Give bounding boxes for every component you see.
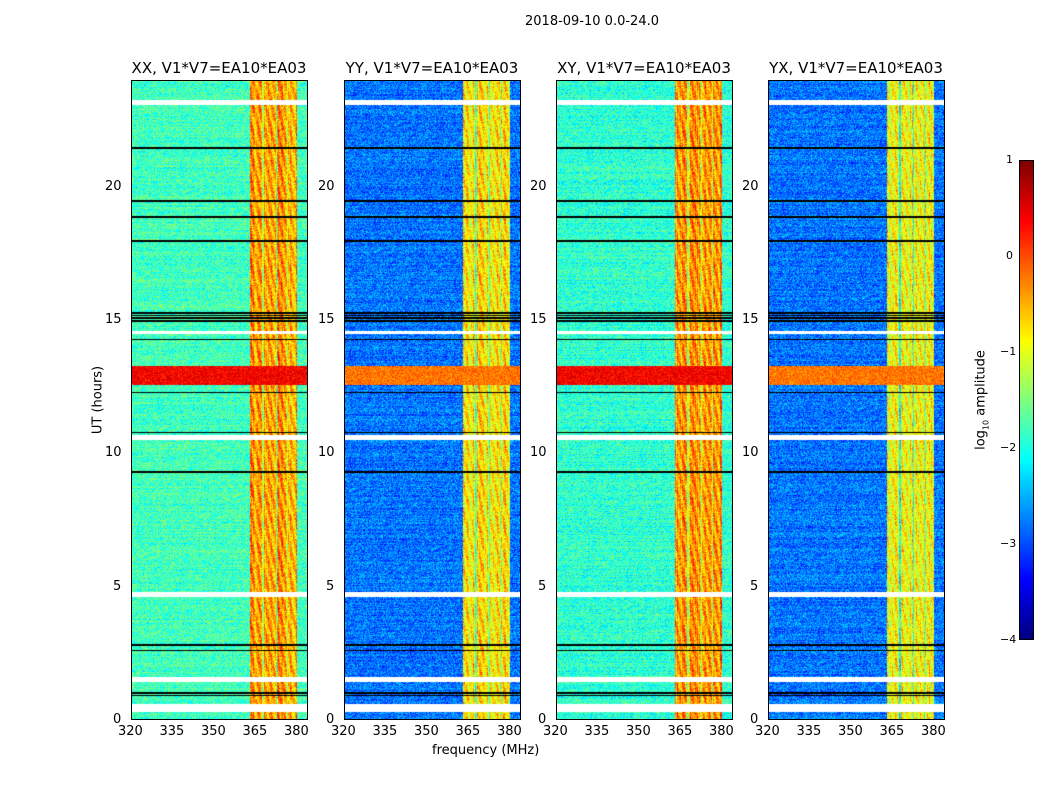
x-tick-label: 350 — [413, 724, 439, 739]
y-tick-label: 5 — [538, 578, 547, 594]
y-tick-label: 20 — [105, 178, 122, 194]
x-tick-label: 320 — [755, 724, 780, 739]
y-tick-label: 20 — [742, 178, 759, 194]
x-tick-label: 365 — [242, 724, 268, 739]
y-tick-label: 10 — [318, 445, 335, 461]
heatmap-cells — [557, 81, 732, 719]
spectrogram-panel-0 — [131, 80, 308, 720]
colorbar-tick-label: −2 — [1000, 441, 1017, 454]
x-tick-label: 380 — [708, 724, 734, 739]
x-tick-label: 320 — [331, 724, 356, 739]
x-tick-label: 380 — [920, 724, 946, 739]
colorbar-tick-label: 1 — [1006, 153, 1013, 166]
figure-title: 2018-09-10 0.0-24.0 — [525, 14, 659, 29]
y-tick-label: 0 — [750, 712, 759, 727]
colorbar-tick-label: 0 — [1006, 249, 1013, 262]
spectrogram-panel-1 — [344, 80, 521, 720]
y-tick-label: 0 — [326, 712, 335, 727]
heatmap-cells — [132, 81, 307, 719]
panel-title: YX, V1*V7=EA10*EA03 — [769, 59, 943, 77]
x-tick-label: 350 — [837, 724, 863, 739]
y-tick-label: 5 — [113, 578, 122, 594]
x-tick-label: 320 — [543, 724, 568, 739]
y-tick-label: 5 — [326, 578, 335, 594]
x-tick-label: 350 — [200, 724, 226, 739]
x-tick-label: 335 — [159, 724, 185, 739]
heatmap-cells — [345, 81, 520, 719]
y-tick-label: 20 — [318, 178, 335, 194]
colorbar-label: log10 amplitude — [973, 350, 991, 450]
x-tick-label: 380 — [496, 724, 522, 739]
colorbar-tick-label: −1 — [1000, 345, 1017, 358]
colorbar-tick-label: −4 — [1000, 633, 1017, 646]
panel-title: XX, V1*V7=EA10*EA03 — [131, 59, 307, 77]
panel-title: YY, V1*V7=EA10*EA03 — [345, 59, 519, 77]
y-tick-label: 15 — [742, 312, 759, 327]
y-tick-label: 10 — [742, 445, 759, 461]
y-tick-label: 10 — [530, 445, 547, 461]
x-tick-label: 335 — [584, 724, 610, 739]
y-tick-label: 10 — [105, 445, 122, 461]
x-axis-label: frequency (MHz) — [432, 743, 540, 758]
y-tick-label: 0 — [113, 712, 122, 727]
y-tick-label: 15 — [318, 312, 335, 327]
x-tick-label: 335 — [796, 724, 822, 739]
x-tick-label: 350 — [625, 724, 651, 739]
x-tick-label: 320 — [118, 724, 143, 739]
x-tick-label: 365 — [455, 724, 481, 739]
panel-title: XY, V1*V7=EA10*EA03 — [557, 59, 731, 77]
spectrogram-panel-2 — [556, 80, 733, 720]
y-tick-label: 0 — [538, 712, 547, 727]
y-tick-label: 5 — [750, 578, 759, 594]
spectrogram-panel-3 — [768, 80, 945, 720]
colorbar — [1019, 160, 1034, 640]
x-tick-label: 335 — [372, 724, 398, 739]
y-axis-label: UT (hours) — [90, 365, 106, 435]
colorbar-tick-label: −3 — [1000, 537, 1017, 550]
y-tick-label: 20 — [530, 178, 547, 194]
y-tick-label: 15 — [105, 312, 122, 327]
x-tick-label: 380 — [283, 724, 309, 739]
x-tick-label: 365 — [667, 724, 693, 739]
heatmap-cells — [769, 81, 944, 719]
x-tick-label: 365 — [879, 724, 905, 739]
y-tick-label: 15 — [530, 312, 547, 327]
